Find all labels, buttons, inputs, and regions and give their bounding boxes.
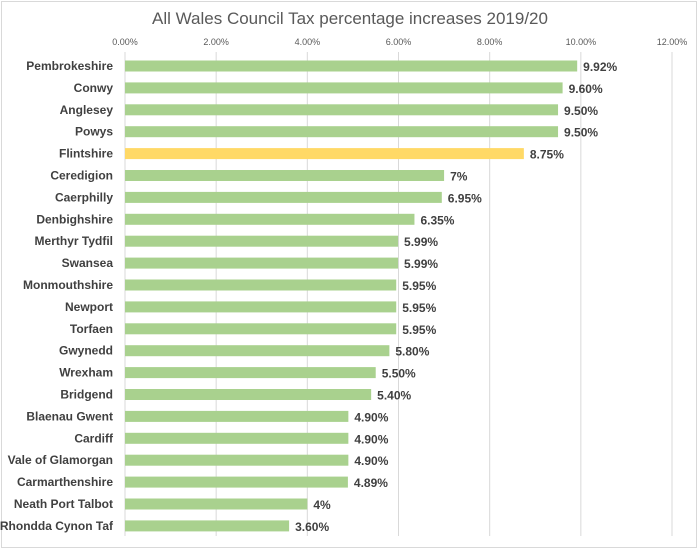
chart-title: All Wales Council Tax percentage increas…: [152, 9, 548, 28]
x-tick-label: 4.00%: [295, 37, 321, 47]
data-label: 4.89%: [354, 476, 388, 490]
category-label: Blaenau Gwent: [26, 409, 113, 423]
category-label: Swansea: [62, 256, 114, 270]
data-label: 9.50%: [564, 126, 598, 140]
data-label: 4.90%: [354, 410, 388, 424]
category-label: Caerphilly: [55, 190, 113, 204]
bar-ceredigion: [125, 170, 445, 181]
data-label: 5.50%: [382, 367, 416, 381]
bar-cardiff: [125, 432, 349, 444]
bar-torfaen: [125, 323, 397, 335]
bar-merthyr-tydfil: [125, 235, 399, 247]
data-label: 5.99%: [404, 257, 438, 271]
data-label: 5.95%: [402, 279, 436, 293]
bar-blaenau-gwent: [125, 410, 349, 422]
data-label: 5.80%: [395, 345, 429, 359]
category-label: Rhondda Cynon Taf: [0, 519, 114, 533]
data-label: 5.40%: [377, 389, 411, 403]
data-label: 9.50%: [564, 104, 598, 118]
category-label: Powys: [75, 125, 113, 139]
bar-conwy: [125, 82, 563, 94]
data-label: 4.90%: [354, 454, 388, 468]
bars: [125, 60, 578, 532]
category-label: Denbighshire: [36, 212, 113, 226]
category-label: Bridgend: [60, 388, 113, 402]
data-label: 5.99%: [404, 235, 438, 249]
data-label: 3.60%: [295, 520, 329, 534]
x-tick-label: 12.00%: [657, 37, 688, 47]
category-labels: Pembrokeshire Conwy Anglesey Powys Flintshir…: [0, 59, 114, 533]
category-label: Merthyr Tydfil: [35, 234, 113, 248]
category-label: Carmarthenshire: [17, 475, 113, 489]
category-label: Flintshire: [59, 147, 113, 161]
category-label: Gwynedd: [59, 344, 113, 358]
bar-vale-of-glamorgan: [125, 454, 349, 466]
category-label: Torfaen: [70, 322, 113, 336]
data-label: 6.35%: [420, 213, 454, 227]
data-label: 9.60%: [569, 82, 603, 96]
bar-wrexham: [125, 367, 376, 379]
data-label: 5.95%: [402, 323, 436, 337]
bar-flintshire: [125, 148, 524, 160]
x-tick-label: 6.00%: [386, 37, 412, 47]
data-labels: 9.92%9.60%9.50%9.50%8.75%7%6.95%6.35%5.9…: [295, 60, 617, 534]
x-tick-label: 2.00%: [203, 37, 229, 47]
x-tick-label: 8.00%: [477, 37, 503, 47]
category-label: Neath Port Talbot: [14, 497, 113, 511]
category-label: Conwy: [74, 81, 114, 95]
data-label: 6.95%: [448, 191, 482, 205]
data-label: 4%: [313, 498, 331, 512]
bar-anglesey: [125, 104, 559, 116]
bar-caerphilly: [125, 191, 442, 203]
bar-gwynedd: [125, 345, 390, 357]
category-label: Cardiff: [74, 431, 114, 445]
bar-swansea: [125, 257, 399, 269]
category-label: Wrexham: [59, 366, 113, 380]
bar-rhondda-cynon-taf: [125, 520, 290, 532]
bar-powys: [125, 126, 559, 138]
category-label: Ceredigion: [50, 169, 113, 183]
category-label: Pembrokeshire: [26, 59, 113, 73]
x-axis-ticks: 0.00% 2.00% 4.00% 6.00% 8.00% 10.00% 12.00%: [112, 37, 687, 47]
x-tick-label: 10.00%: [566, 37, 597, 47]
bar-neath-port-talbot: [125, 498, 308, 510]
data-label: 7%: [450, 170, 468, 184]
bar-pembrokeshire: [125, 60, 578, 72]
bar-monmouthshire: [125, 279, 397, 291]
bar-newport: [125, 301, 397, 313]
category-label: Newport: [65, 300, 113, 314]
category-label: Monmouthshire: [23, 278, 113, 292]
bar-carmarthenshire: [125, 476, 348, 488]
data-label: 8.75%: [530, 148, 564, 162]
bar-denbighshire: [125, 213, 415, 225]
data-label: 4.90%: [354, 432, 388, 446]
data-label: 5.95%: [402, 301, 436, 315]
bar-bridgend: [125, 389, 372, 400]
category-label: Vale of Glamorgan: [8, 453, 113, 467]
category-label: Anglesey: [60, 103, 114, 117]
data-label: 9.92%: [583, 60, 617, 74]
x-tick-label: 0.00%: [112, 37, 138, 47]
